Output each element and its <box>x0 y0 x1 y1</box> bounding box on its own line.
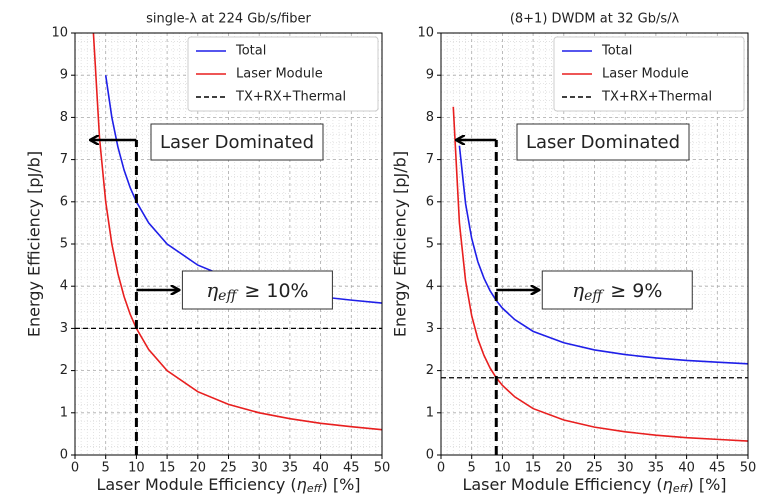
y-tick-label: 9 <box>426 68 434 83</box>
y-tick-label: 6 <box>426 194 434 209</box>
legend-label: TX+RX+Thermal <box>235 90 346 105</box>
panel: 0 5 10 15 20 25 30 35 40 45 50012345678910single-λ… <box>25 12 391 496</box>
y-tick-label: 3 <box>60 321 68 336</box>
legend-label: Total <box>601 44 632 59</box>
x-axis-label-subscript: eff <box>673 482 689 495</box>
chart-title: (8+1) DWDM at 32 Gb/s/λ <box>510 12 680 27</box>
y-tick-label: 1 <box>426 405 434 420</box>
y-tick-label: 10 <box>417 26 434 41</box>
x-tick-label: 30 <box>251 461 268 476</box>
x-tick-label: 35 <box>648 461 665 476</box>
x-tick-label: 40 <box>678 461 695 476</box>
legend-label: TX+RX+Thermal <box>601 90 712 105</box>
x-tick-label: 15 <box>525 461 542 476</box>
x-tick-label: 25 <box>220 461 237 476</box>
annotation-box <box>150 123 324 161</box>
x-tick-label: 50 <box>374 461 391 476</box>
threshold-text: ≥ 9% <box>610 280 662 302</box>
x-axis-label: Laser Module Efficiency (ηeff) [%] <box>96 475 360 496</box>
threshold-symbol: η <box>572 278 584 302</box>
threshold-text: ≥ 10% <box>244 280 308 302</box>
chart-title: single-λ at 224 Gb/s/fiber <box>146 12 311 27</box>
y-tick-label: 2 <box>60 363 68 378</box>
x-tick-label: 40 <box>312 461 329 476</box>
x-tick-label: 45 <box>343 461 360 476</box>
y-tick-label: 5 <box>60 237 68 252</box>
axes-frame <box>440 32 749 456</box>
x-tick-label: 25 <box>586 461 603 476</box>
annotation: Laser Dominated <box>526 132 680 153</box>
x-axis-label-suffix: ) [%] <box>688 475 727 494</box>
x-axis-label-suffix: ) [%] <box>322 475 361 494</box>
y-axis-label: Energy Efficiency [pJ/b] <box>391 151 410 337</box>
x-axis-label-symbol: η <box>297 475 307 494</box>
y-tick-label: 3 <box>426 321 434 336</box>
axes-frame <box>74 32 383 456</box>
y-tick-label: 4 <box>60 279 68 294</box>
y-axis-label: Energy Efficiency [pJ/b] <box>25 151 44 337</box>
series-line <box>458 145 748 365</box>
x-tick-label: 45 <box>709 461 726 476</box>
threshold-subscript: eff <box>584 288 604 304</box>
threshold-box <box>541 270 693 310</box>
x-axis-label-prefix: Laser Module Efficiency ( <box>462 475 662 494</box>
legend-label: Total <box>235 44 266 59</box>
y-tick-label: 8 <box>426 110 434 125</box>
series-line <box>452 106 748 442</box>
x-tick-label: 20 <box>556 461 573 476</box>
threshold-subscript: eff <box>218 288 238 304</box>
x-tick-label: 50 <box>740 461 757 476</box>
plot-area <box>441 106 748 442</box>
x-tick-label: 35 <box>282 461 299 476</box>
x-axis-label-subscript: eff <box>307 482 323 495</box>
x-tick-label: 30 <box>617 461 634 476</box>
x-tick-label: 15 <box>159 461 176 476</box>
y-tick-label: 8 <box>60 110 68 125</box>
x-tick-label: 5 <box>468 461 476 476</box>
y-tick-label: 0 <box>426 448 434 463</box>
y-tick-label: 2 <box>426 363 434 378</box>
y-tick-label: 1 <box>60 405 68 420</box>
y-tick-label: 7 <box>426 152 434 167</box>
x-axis-label: Laser Module Efficiency (ηeff) [%] <box>462 475 726 496</box>
x-tick-label: 10 <box>494 461 511 476</box>
y-tick-label: 9 <box>60 68 68 83</box>
x-tick-label: 10 <box>128 461 145 476</box>
annotation-box <box>516 123 690 161</box>
y-tick-label: 10 <box>51 26 68 41</box>
x-axis-label-prefix: Laser Module Efficiency ( <box>96 475 296 494</box>
series-line <box>92 33 382 431</box>
x-axis-label-symbol: η <box>663 475 673 494</box>
legend-label: Laser Module <box>236 67 323 82</box>
legend-box <box>553 36 745 112</box>
y-tick-label: 7 <box>60 152 68 167</box>
x-tick-label: 5 <box>102 461 110 476</box>
y-tick-label: 6 <box>60 194 68 209</box>
legend-label: Laser Module <box>602 67 689 82</box>
x-tick-label: 0 <box>71 461 79 476</box>
threshold-label: ηeff ≥ 9% <box>572 278 662 305</box>
x-tick-label: 20 <box>190 461 207 476</box>
y-tick-label: 0 <box>60 448 68 463</box>
x-tick-label: 0 <box>437 461 445 476</box>
annotation: Laser Dominated <box>160 132 314 153</box>
legend-box <box>187 36 379 112</box>
threshold-label: ηeff ≥ 10% <box>206 278 308 305</box>
threshold-symbol: η <box>206 278 218 302</box>
y-tick-label: 4 <box>426 279 434 294</box>
threshold-box <box>181 270 333 310</box>
y-tick-label: 5 <box>426 237 434 252</box>
